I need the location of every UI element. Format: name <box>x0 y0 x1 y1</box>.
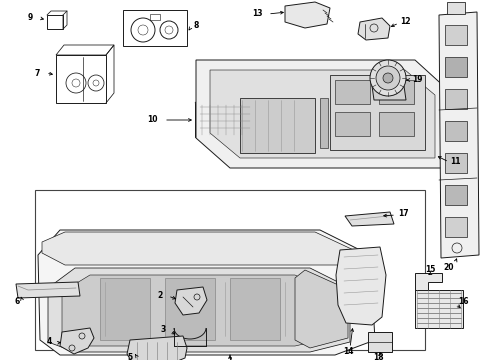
Polygon shape <box>127 336 186 360</box>
Text: 10: 10 <box>147 116 158 125</box>
Polygon shape <box>200 105 249 135</box>
Polygon shape <box>164 278 215 340</box>
Bar <box>444 121 466 141</box>
Polygon shape <box>195 93 264 103</box>
Text: 15: 15 <box>424 266 434 274</box>
Bar <box>444 185 466 205</box>
Text: 3: 3 <box>161 325 165 334</box>
Polygon shape <box>42 232 359 265</box>
Bar <box>334 112 369 136</box>
Text: 2: 2 <box>158 291 163 300</box>
Polygon shape <box>16 282 80 298</box>
Bar <box>444 25 466 45</box>
Text: 12: 12 <box>399 18 409 27</box>
Text: 6: 6 <box>15 297 20 306</box>
Polygon shape <box>60 328 94 354</box>
Text: 20: 20 <box>443 264 453 273</box>
Bar <box>414 290 462 328</box>
Circle shape <box>382 73 392 83</box>
Text: 7: 7 <box>35 68 40 77</box>
Text: 17: 17 <box>397 208 408 217</box>
Bar <box>329 75 424 150</box>
Text: 1: 1 <box>227 357 232 360</box>
Polygon shape <box>48 268 349 352</box>
Text: 8: 8 <box>193 22 198 31</box>
Polygon shape <box>38 230 374 355</box>
Polygon shape <box>209 70 434 158</box>
Text: 5: 5 <box>128 354 133 360</box>
Bar <box>378 80 413 104</box>
Polygon shape <box>100 278 150 340</box>
Bar <box>240 98 314 153</box>
Bar <box>35 190 424 350</box>
Polygon shape <box>371 86 405 100</box>
Polygon shape <box>195 103 254 137</box>
Text: 9: 9 <box>28 13 33 22</box>
Polygon shape <box>196 60 447 168</box>
Circle shape <box>369 60 405 96</box>
Polygon shape <box>62 275 329 346</box>
Bar <box>123 10 186 46</box>
Bar <box>444 153 466 173</box>
Bar <box>47 15 63 29</box>
Text: 18: 18 <box>372 354 383 360</box>
Bar <box>444 89 466 109</box>
Polygon shape <box>285 2 329 28</box>
Text: 13: 13 <box>252 9 263 18</box>
Bar <box>319 98 327 148</box>
Polygon shape <box>229 278 280 340</box>
Bar <box>446 2 464 14</box>
Bar <box>334 80 369 104</box>
Text: 11: 11 <box>449 158 460 166</box>
Bar <box>367 332 391 352</box>
Text: 14: 14 <box>342 347 352 356</box>
Polygon shape <box>414 273 441 300</box>
Polygon shape <box>357 18 389 40</box>
Polygon shape <box>254 93 264 137</box>
Text: 16: 16 <box>457 297 468 306</box>
Polygon shape <box>294 270 347 348</box>
Text: 4: 4 <box>47 338 52 346</box>
Polygon shape <box>345 212 393 226</box>
Bar <box>444 217 466 237</box>
Bar <box>378 112 413 136</box>
Circle shape <box>375 66 399 90</box>
Bar <box>150 14 160 20</box>
Bar <box>444 57 466 77</box>
Polygon shape <box>335 247 385 325</box>
Text: 19: 19 <box>411 76 422 85</box>
Polygon shape <box>438 12 478 258</box>
Polygon shape <box>175 287 206 315</box>
